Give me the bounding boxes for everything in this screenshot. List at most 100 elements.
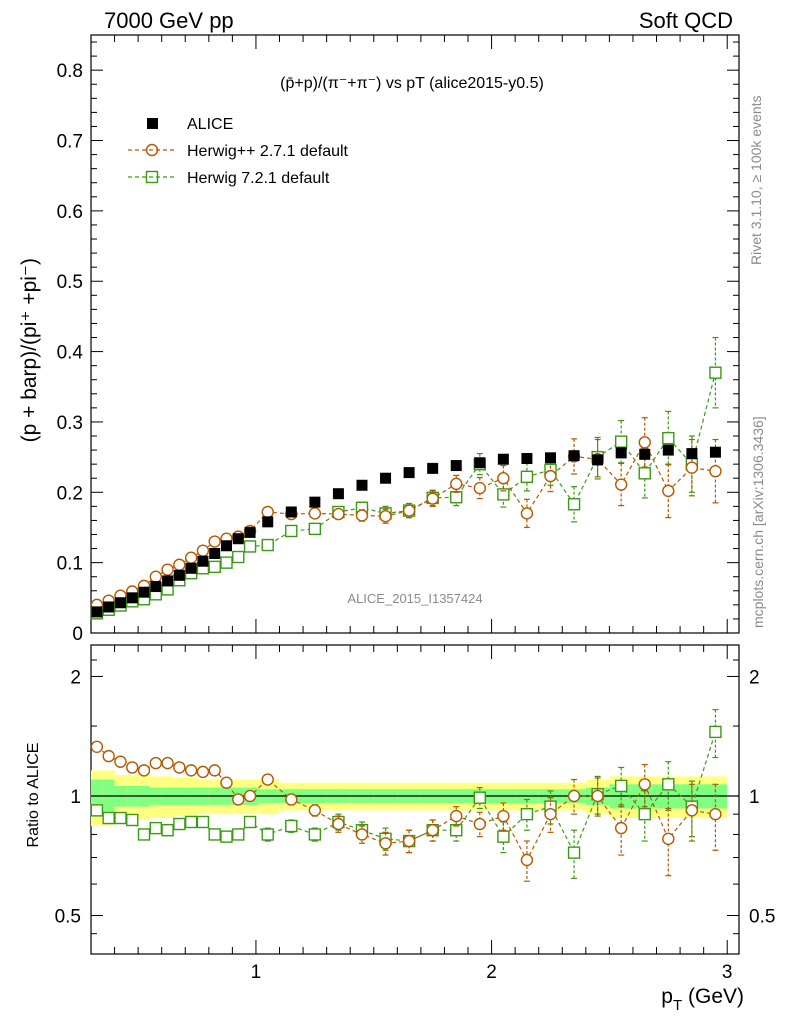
- herwig7-ratio-point: [208, 828, 221, 841]
- herwigpp-ratio-point: [161, 756, 174, 770]
- herwig7-main-point: [285, 524, 298, 538]
- main-y-tick-label: 0: [72, 624, 83, 645]
- legend-herwigpp-marker: [145, 143, 159, 157]
- herwigpp-main-point: [450, 477, 463, 491]
- herwig7-ratio-point: [709, 725, 722, 739]
- herwig7-ratio-point: [567, 846, 581, 859]
- herwigpp-ratio-point: [662, 832, 675, 846]
- alice-point: [332, 488, 344, 500]
- alice-point: [568, 450, 580, 462]
- herwig7-main-point: [520, 470, 534, 484]
- x-tick-label: 3: [722, 962, 733, 983]
- herwig7-ratio-point: [90, 804, 104, 817]
- herwig7-ratio-point: [308, 828, 322, 841]
- chart-title: (p̄+p)/(π⁻+π⁻) vs pT (alice2015-y0.5): [280, 75, 544, 92]
- herwigpp-ratio-point: [308, 804, 322, 817]
- herwigpp-ratio-point: [379, 837, 392, 850]
- legend-herwig7-label: Herwig 7.2.1 default: [187, 170, 330, 187]
- herwigpp-main-point: [308, 507, 322, 520]
- herwig7-ratio-point: [243, 815, 257, 829]
- herwigpp-ratio-point: [102, 749, 115, 763]
- ratio-y-tick-label-right: 0.5: [749, 907, 775, 928]
- main-y-tick-label: 0.6: [57, 202, 83, 223]
- ratio-y-tick-label: 0.5: [55, 907, 81, 928]
- main-y-tick-label: 0.2: [57, 483, 83, 504]
- herwigpp-ratio-point: [520, 853, 534, 867]
- alice-point: [403, 467, 415, 479]
- alice-point: [232, 533, 244, 545]
- alice-point: [497, 453, 509, 465]
- ratio-data-marks: [90, 709, 722, 882]
- ratio-y-axis-label: Ratio to ALICE: [25, 743, 42, 848]
- main-y-tick-label: 0.1: [57, 554, 83, 575]
- herwigpp-ratio-point: [149, 756, 163, 770]
- band-inner-bin: [91, 779, 103, 815]
- main-y-axis-label: (p + barp)/(pi⁺ +pi⁻): [18, 258, 41, 442]
- herwigpp-main-point: [196, 544, 210, 557]
- alice-point: [150, 581, 162, 593]
- herwig7-ratio-point: [161, 824, 174, 837]
- alice-point: [662, 444, 674, 456]
- herwig7-main-point: [450, 491, 463, 504]
- alice-point: [639, 448, 651, 460]
- herwigpp-main-point: [149, 570, 163, 583]
- alice-point: [427, 462, 439, 474]
- herwigpp-ratio-point: [402, 834, 416, 848]
- herwigpp-main-point: [473, 481, 486, 495]
- herwig7-main-point: [638, 467, 651, 480]
- alice-point: [544, 452, 556, 464]
- herwigpp-main-point: [709, 464, 722, 478]
- alice-point: [244, 526, 256, 538]
- herwigpp-ratio-point: [220, 776, 233, 789]
- herwig7-ratio-point: [220, 830, 233, 843]
- herwigpp-ratio-point: [544, 807, 557, 821]
- herwig7-main-point: [497, 488, 510, 501]
- x-tick-label: 2: [486, 962, 497, 983]
- alice-point: [185, 562, 197, 574]
- herwig7-main-point: [614, 435, 628, 448]
- header-right: Soft QCD: [639, 8, 733, 33]
- herwig7-main-point: [220, 556, 233, 569]
- herwig7-ratio-point: [137, 828, 151, 841]
- herwigpp-main-point: [662, 484, 675, 498]
- herwigpp-main-point: [355, 509, 369, 522]
- alice-point: [686, 448, 698, 460]
- alice-point: [173, 569, 185, 581]
- ratio-y-tick-label-right: 1: [749, 787, 760, 808]
- herwigpp-main-point: [614, 478, 628, 491]
- herwig7-ratio-point: [450, 824, 463, 837]
- alice-point: [126, 592, 138, 604]
- alice-point: [474, 457, 486, 469]
- herwigpp-main-point: [184, 551, 198, 564]
- alice-point: [285, 506, 297, 518]
- herwig7-main-point: [208, 560, 221, 574]
- alice-point: [262, 516, 274, 528]
- alice-point: [138, 586, 150, 598]
- herwig7-ratio-point: [102, 811, 115, 825]
- herwigpp-main-point: [685, 461, 699, 474]
- alice-point: [220, 540, 232, 552]
- herwigpp-main-point: [173, 558, 186, 571]
- main-y-tick-label: 0.5: [57, 272, 83, 293]
- herwig7-ratio-point: [149, 821, 163, 835]
- herwigpp-main-point: [161, 563, 174, 576]
- alice-point: [91, 606, 103, 618]
- herwig7-ratio-point: [473, 791, 486, 804]
- herwigpp-ratio-point: [173, 761, 186, 774]
- herwigpp-main-point: [261, 505, 274, 519]
- x-axis: 1 2 3: [90, 35, 733, 983]
- band-inner-bin: [102, 779, 115, 815]
- herwigpp-ratio-point: [196, 765, 210, 779]
- rivet-label: Rivet 3.1.10, ≥ 100k events: [748, 95, 764, 265]
- legend: ALICE Herwig++ 2.7.1 default Herwig 7.2.…: [128, 116, 349, 187]
- alice-point: [114, 597, 126, 609]
- alice-point: [103, 601, 115, 613]
- ratio-y-axis: 0.5 0.5 1 1 2 2: [55, 659, 775, 935]
- herwigpp-ratio-point: [450, 809, 463, 823]
- alice-point: [615, 447, 627, 459]
- herwig7-ratio-point: [232, 828, 245, 841]
- herwig7-ratio-point: [520, 807, 534, 821]
- herwigpp-main-point: [332, 507, 345, 521]
- herwig7-ratio-point: [614, 779, 628, 793]
